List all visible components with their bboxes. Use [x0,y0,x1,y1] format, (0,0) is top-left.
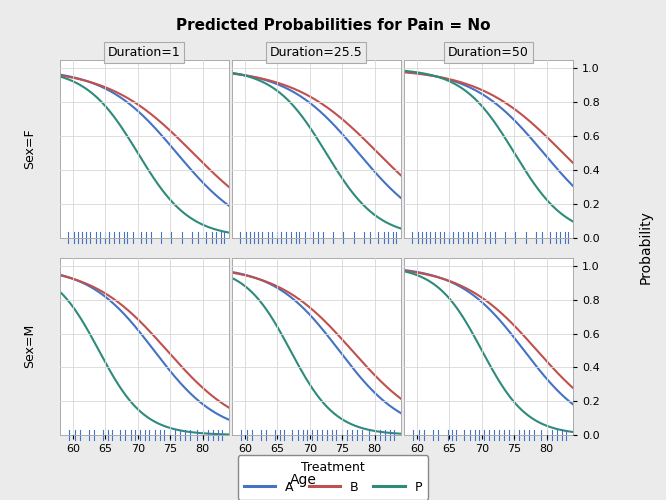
Text: Sex=F: Sex=F [23,128,36,169]
Text: Age: Age [290,473,316,487]
Text: Probability: Probability [639,210,653,284]
Text: Predicted Probabilities for Pain = No: Predicted Probabilities for Pain = No [176,18,490,32]
Title: Duration=50: Duration=50 [448,46,529,59]
Title: Duration=1: Duration=1 [108,46,180,59]
Legend: A, B, P: A, B, P [238,455,428,500]
Text: Sex=M: Sex=M [23,324,36,368]
Title: Duration=25.5: Duration=25.5 [270,46,363,59]
